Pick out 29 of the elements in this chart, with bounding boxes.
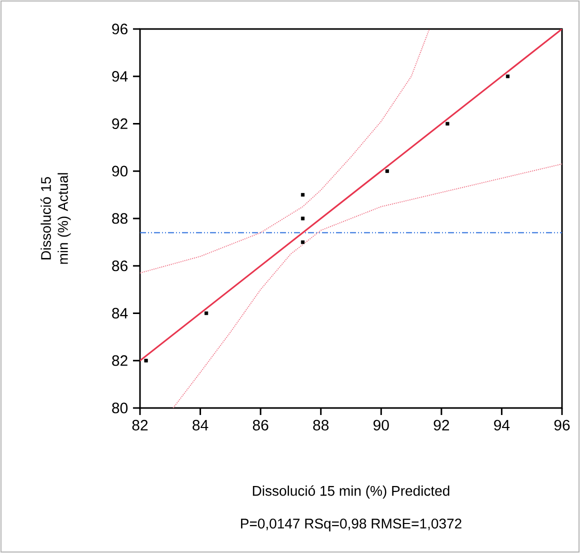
- y-tick-label: 88: [112, 213, 128, 224]
- y-axis-title: Dissolució 15 min (%) Actual: [40, 173, 71, 264]
- point: [300, 193, 305, 197]
- x-tick-label: 96: [554, 420, 570, 430]
- point: [300, 240, 305, 244]
- x-tick-label: 94: [494, 420, 510, 430]
- x-tick-label: 86: [252, 420, 268, 430]
- x-tick-label: 90: [374, 420, 389, 430]
- x-tick-label: 84: [192, 420, 208, 430]
- y-tick-label: 96: [112, 24, 128, 34]
- point: [204, 311, 208, 316]
- x-tick-label: 88: [313, 420, 329, 430]
- y-tick-label: 86: [112, 260, 128, 272]
- y-tick-label: 92: [112, 118, 128, 130]
- point: [446, 122, 450, 126]
- x-tick-label: 92: [434, 420, 450, 430]
- y-tick-label: 84: [112, 308, 128, 319]
- text: P=0,0147 RSq=0,98 RMSE=1,0372: [241, 518, 462, 532]
- point: [300, 216, 305, 220]
- x-tick-label: 82: [132, 420, 148, 430]
- y-tick-label: 90: [112, 166, 128, 176]
- point: [506, 74, 510, 78]
- y-tick-label: 94: [112, 71, 128, 82]
- line-series: [140, 28, 430, 274]
- y-tick-label: 80: [112, 402, 128, 414]
- point: [144, 358, 148, 362]
- point: [385, 169, 389, 173]
- y-tick-label: 82: [112, 355, 128, 366]
- x-axis-title: Dissolució 15 min (%) Predicted: [252, 485, 450, 499]
